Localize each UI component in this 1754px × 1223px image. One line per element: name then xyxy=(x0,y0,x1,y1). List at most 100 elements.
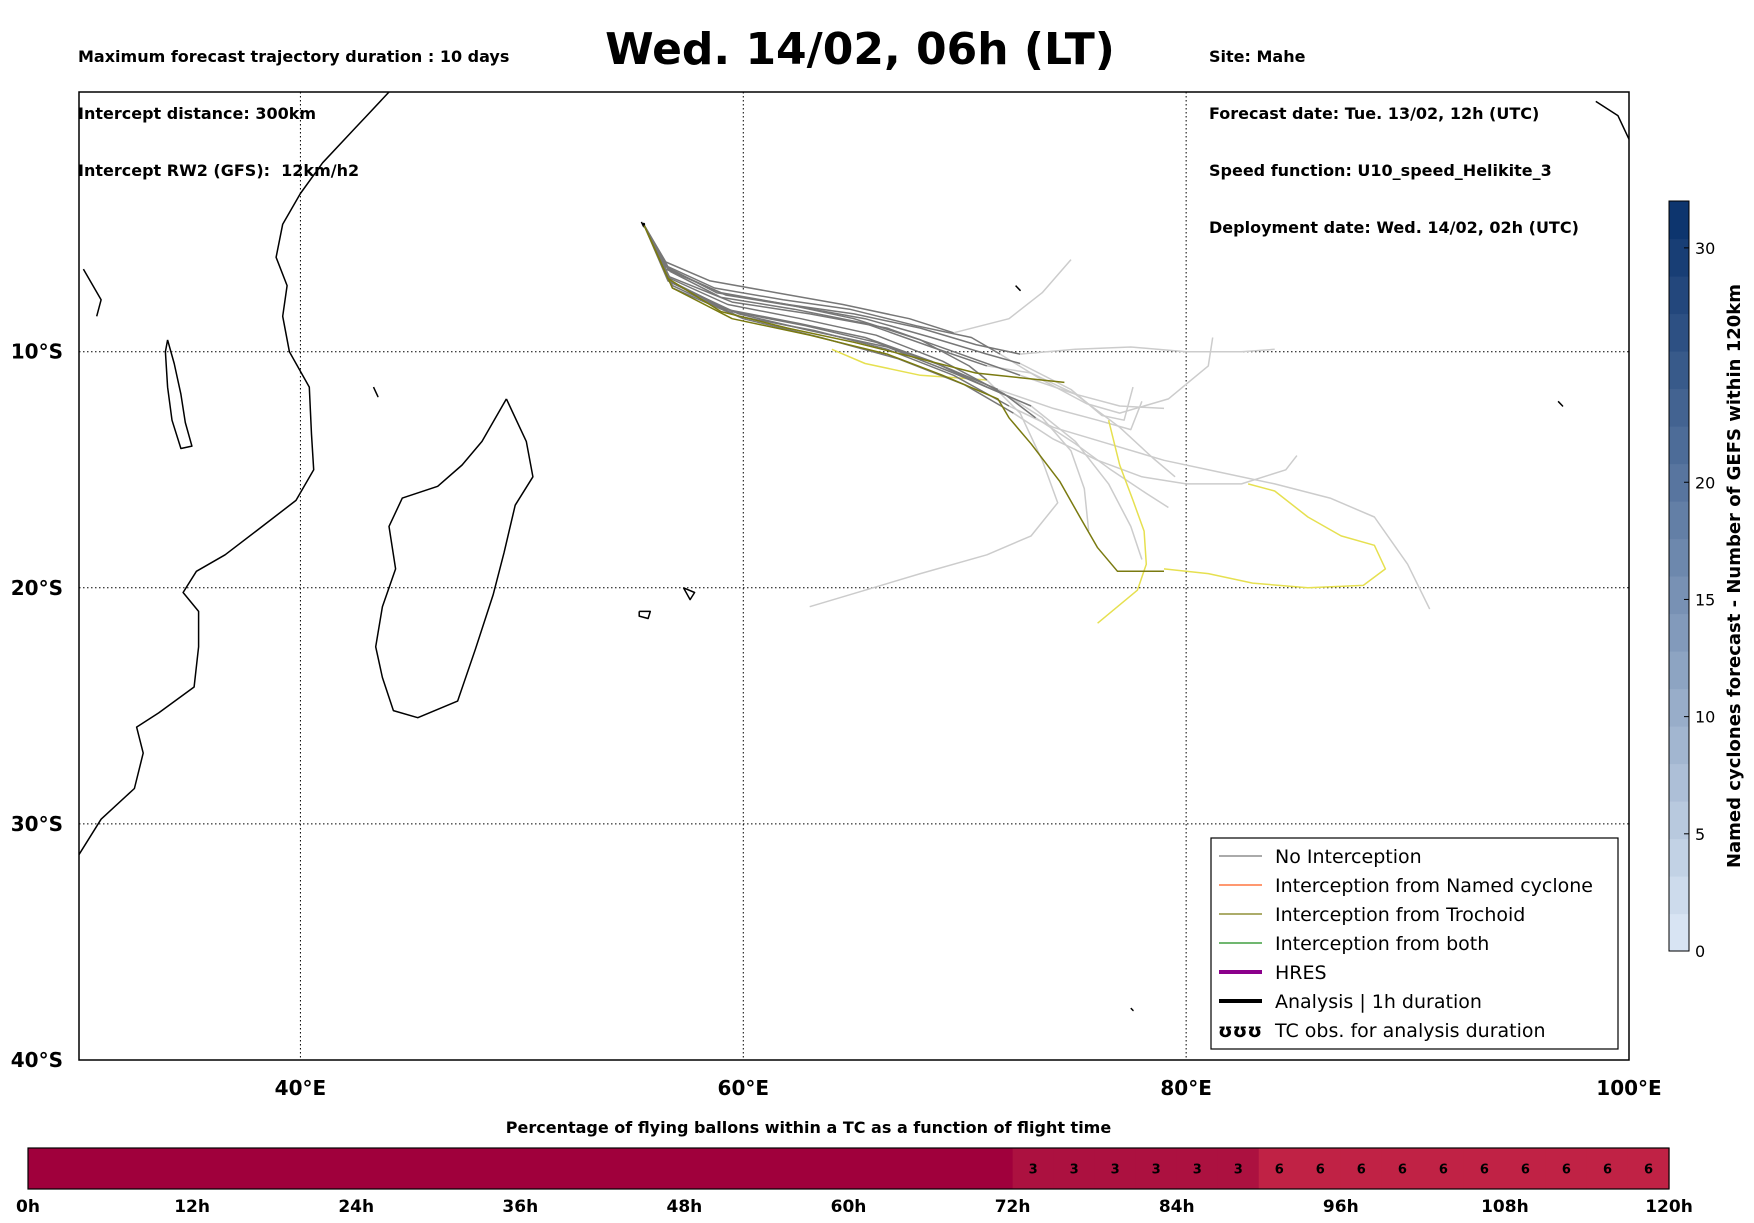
timeline-cell xyxy=(192,1148,234,1189)
timeline-cell xyxy=(69,1148,111,1189)
legend-box xyxy=(1210,837,1619,1050)
intercept-rw2-text: Intercept RW2 (GFS): 12km/h2 xyxy=(78,161,360,180)
chart-title: Wed. 14/02, 06h (LT) xyxy=(605,24,1115,75)
timeline-tick-label: 24h xyxy=(338,1197,374,1217)
colorbar-segment xyxy=(1669,426,1689,465)
colorbar-segment xyxy=(1669,726,1689,765)
trajectory-tail-no-interception xyxy=(986,365,1165,410)
timeline-cell xyxy=(1012,1148,1055,1189)
flight-time-timeline: Percentage of flying ballons within a TC… xyxy=(16,1118,1693,1217)
timeline-tick-label: 72h xyxy=(995,1197,1031,1217)
timeline-cell xyxy=(438,1148,480,1189)
colorbar-segment xyxy=(1669,801,1689,840)
trajectory-no-interception xyxy=(642,223,988,381)
x-tick-label: 60°E xyxy=(718,1076,770,1100)
trajectory-tail-no-interception xyxy=(1008,395,1090,532)
timeline-cell xyxy=(520,1148,562,1189)
trajectory-tail-no-interception xyxy=(1008,405,1431,610)
timeline-cell xyxy=(28,1148,70,1189)
timeline-cell xyxy=(1258,1148,1301,1189)
timeline-cell-label: 3 xyxy=(1193,1163,1202,1178)
trajectory-no-interception xyxy=(642,223,1021,365)
timeline-cell xyxy=(1586,1148,1629,1189)
colorbar-segment xyxy=(1669,651,1689,690)
trajectory-no-interception xyxy=(642,223,1010,398)
timeline-cell-label: 6 xyxy=(1275,1163,1284,1178)
y-tick-label: 40°S xyxy=(11,1048,63,1072)
trajectory-tail-no-interception xyxy=(953,259,1072,334)
colorbar-segment xyxy=(1669,763,1689,802)
timeline-cell-label: 6 xyxy=(1562,1163,1571,1178)
timeline-cell xyxy=(1422,1148,1465,1189)
colorbar-tick-label: 10 xyxy=(1695,708,1715,727)
timeline-tick-label: 36h xyxy=(502,1197,538,1217)
timeline-cell xyxy=(397,1148,439,1189)
timeline-cell xyxy=(1504,1148,1547,1189)
timeline-tick-label: 84h xyxy=(1159,1197,1195,1217)
colorbar-segment xyxy=(1669,388,1689,427)
coastline-coco xyxy=(1557,400,1564,407)
tc-symbol-icon: ʊʊʊ xyxy=(1218,1020,1262,1042)
timeline-cell-label: 3 xyxy=(1070,1163,1079,1178)
timeline-cell-label: 6 xyxy=(1357,1163,1366,1178)
x-tick-label: 80°E xyxy=(1160,1076,1212,1100)
timeline-tick-label: 108h xyxy=(1481,1197,1529,1217)
timeline-cell xyxy=(479,1148,521,1189)
colorbar-segment xyxy=(1669,913,1689,952)
colorbar-segment xyxy=(1669,501,1689,540)
timeline-cell xyxy=(807,1148,850,1189)
trajectory-tail-no-interception xyxy=(1030,405,1143,560)
coastline-africa xyxy=(79,92,390,855)
coastline-sumatra-tip xyxy=(1595,100,1629,140)
trajectory-tail-no-interception xyxy=(1012,412,1298,485)
colorbar-segment xyxy=(1669,838,1689,877)
timeline-cell xyxy=(1381,1148,1424,1189)
timeline-cell xyxy=(643,1148,685,1189)
colorbar-segment xyxy=(1669,576,1689,615)
y-tick-label: 30°S xyxy=(11,812,63,836)
colorbar-segment xyxy=(1669,463,1689,502)
timeline-cell xyxy=(1135,1148,1178,1189)
timeline-cell-label: 6 xyxy=(1316,1163,1325,1178)
trajectory-no-interception xyxy=(642,223,1014,414)
legend-label: No Interception xyxy=(1275,846,1422,868)
map-grid xyxy=(79,92,1629,1060)
legend-label: Interception from both xyxy=(1275,933,1489,955)
y-tick-label: 10°S xyxy=(11,340,63,364)
colorbar-tick-label: 20 xyxy=(1695,473,1715,492)
coastline-mauritius xyxy=(682,587,696,601)
timeline-cell xyxy=(561,1148,603,1189)
trajectories xyxy=(642,222,1431,624)
legend-label: TC obs. for analysis duration xyxy=(1274,1020,1546,1042)
trajectory-tail-trochoid-late xyxy=(1163,483,1387,589)
timeline-frame xyxy=(27,1147,1670,1190)
coastline-lake-tanganyika xyxy=(82,268,102,317)
timeline-cell-label: 3 xyxy=(1152,1163,1161,1178)
colorbar-label: Named cyclones forecast - Number of GEFS… xyxy=(1724,284,1745,868)
trajectory-tail-trochoid-late xyxy=(1097,420,1148,624)
colorbar-frame xyxy=(1668,200,1690,952)
colorbar-segment xyxy=(1669,876,1689,915)
coastline-chagos xyxy=(1015,285,1021,292)
colorbar-segment xyxy=(1669,613,1689,652)
timeline-cell xyxy=(889,1148,932,1189)
header-left-info: Maximum forecast trajectory duration : 1… xyxy=(78,9,509,199)
legend: No Interception Interception from Named c… xyxy=(1210,837,1619,1050)
speed-function-text: Speed function: U10_speed_Helikite_3 xyxy=(1209,161,1552,180)
colorbar-segment xyxy=(1669,201,1689,240)
timeline-cell xyxy=(971,1148,1014,1189)
colorbar-segment xyxy=(1669,276,1689,315)
trajectory-tail-no-interception xyxy=(1020,346,1275,355)
timeline-cell xyxy=(1627,1148,1670,1189)
coastlines xyxy=(8,92,1629,1012)
coastline-lake-kariba xyxy=(8,496,52,513)
timeline-cell-label: 6 xyxy=(1521,1163,1530,1178)
colorbar-segment xyxy=(1669,313,1689,352)
x-tick-label: 100°E xyxy=(1596,1076,1661,1100)
site-text: Site: Mahe xyxy=(1209,47,1306,66)
colorbar-tick-label: 5 xyxy=(1695,825,1705,844)
timeline-cell-label: 6 xyxy=(1439,1163,1448,1178)
max-duration-text: Maximum forecast trajectory duration : 1… xyxy=(78,47,510,66)
colorbar-segment xyxy=(1669,351,1689,390)
coastline-amsterdam xyxy=(1130,1007,1134,1012)
